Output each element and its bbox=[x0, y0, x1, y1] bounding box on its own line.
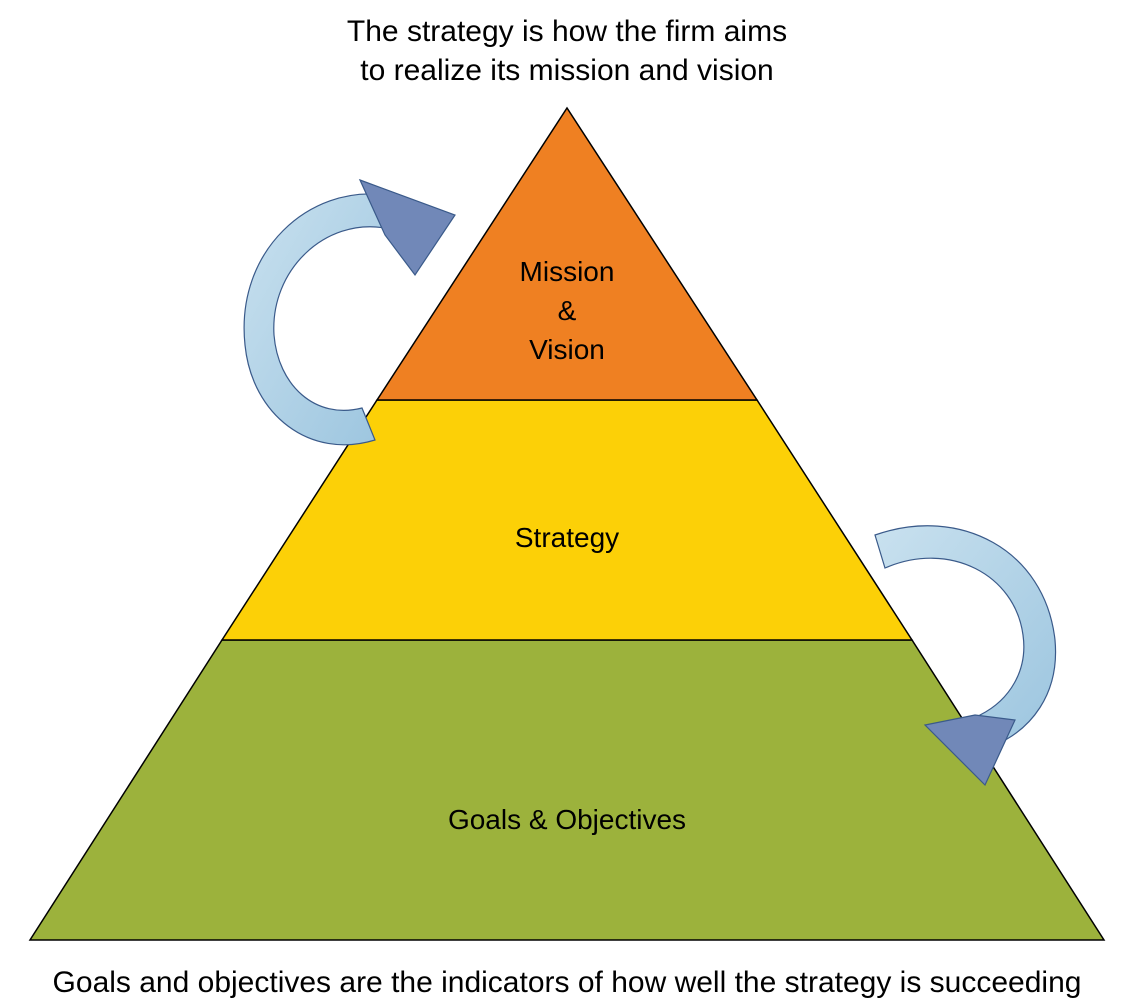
tier-bot-text: Goals & Objectives bbox=[448, 804, 686, 835]
arrow-left-icon bbox=[200, 160, 480, 480]
tier-mid-text: Strategy bbox=[515, 522, 619, 553]
tier-top-line1: Mission bbox=[520, 256, 615, 287]
caption-bottom: Goals and objectives are the indicators … bbox=[0, 966, 1134, 1000]
arrow-right-icon bbox=[820, 490, 1100, 790]
tier-bot-label: Goals & Objectives bbox=[0, 800, 1134, 839]
tier-top-line3: Vision bbox=[529, 334, 605, 365]
tier-top-label: Mission & Vision bbox=[0, 252, 1134, 370]
caption-bottom-text: Goals and objectives are the indicators … bbox=[53, 966, 1082, 999]
tier-top-line2: & bbox=[558, 295, 577, 326]
